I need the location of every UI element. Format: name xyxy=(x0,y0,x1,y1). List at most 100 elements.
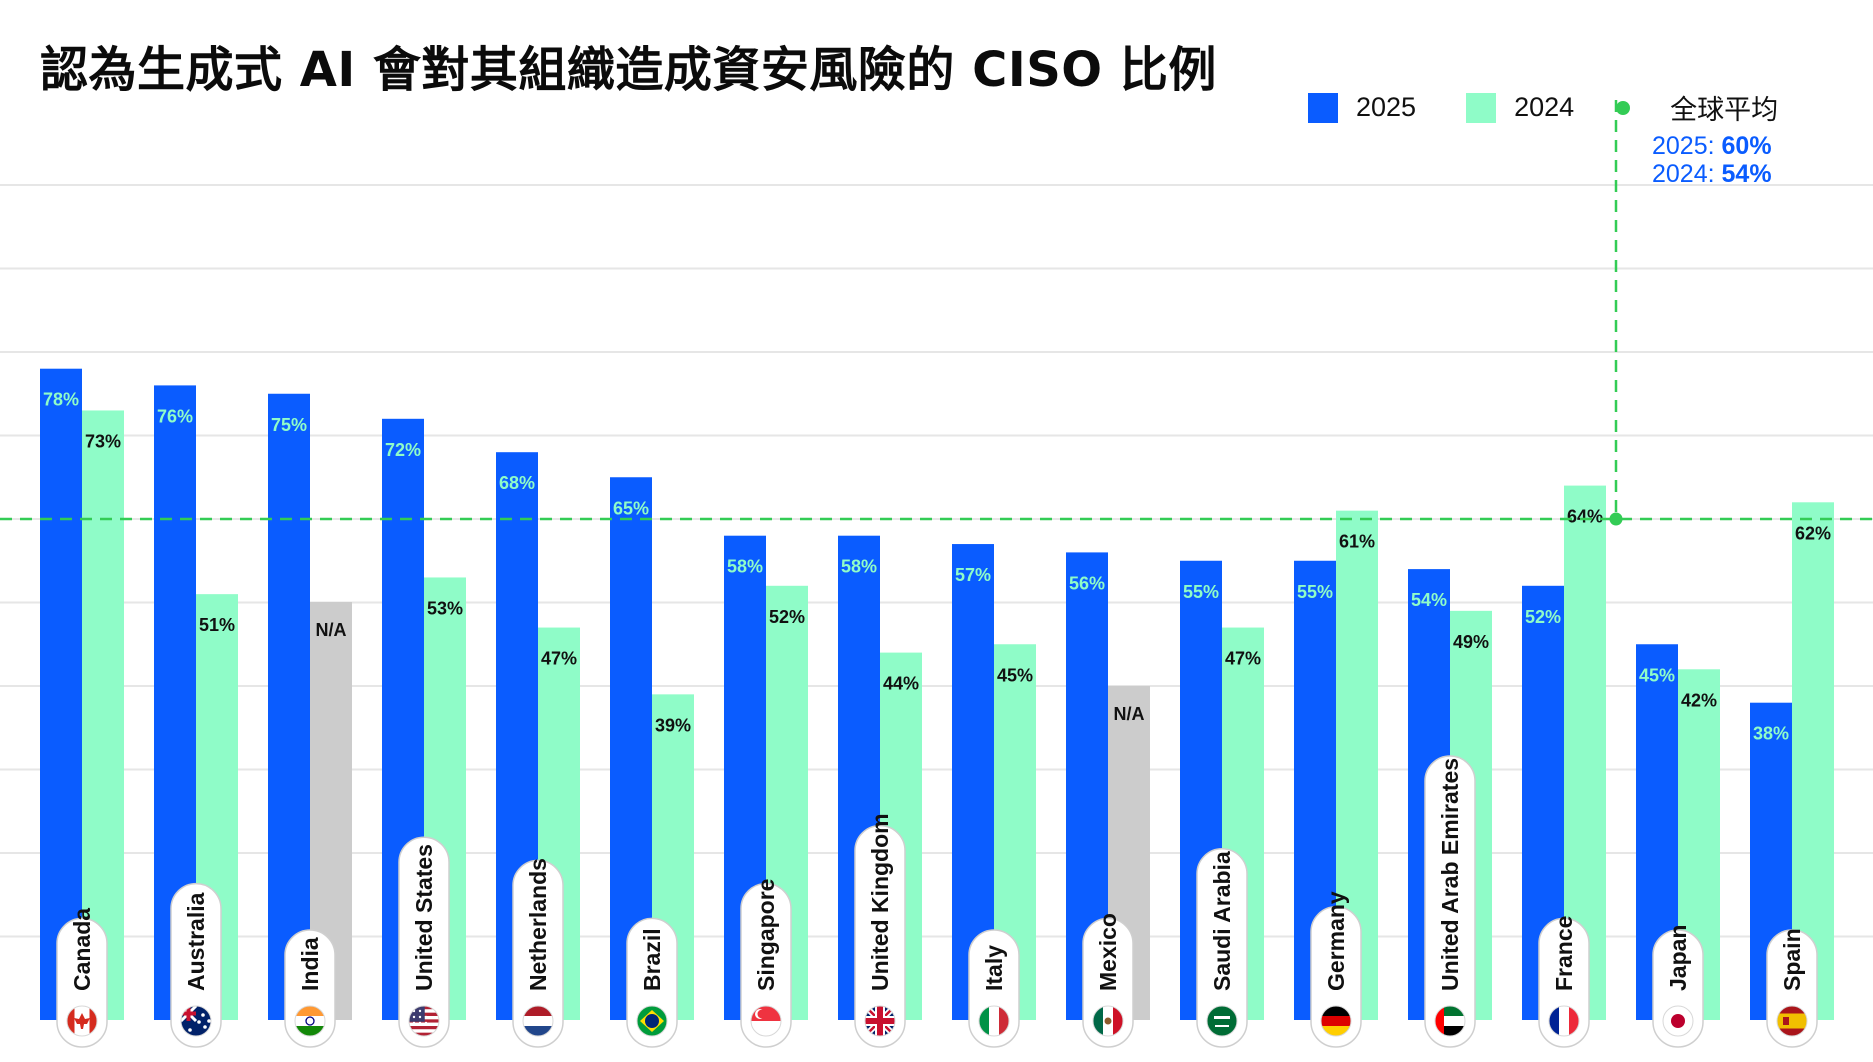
category-name: Canada xyxy=(69,908,95,991)
category-name: Japan xyxy=(1665,925,1691,991)
singapore-flag-icon xyxy=(751,1006,781,1036)
bar-2024 xyxy=(82,410,124,1020)
value-label-2025: 72% xyxy=(385,440,421,460)
category-label: Italy xyxy=(968,929,1020,1048)
category-label: France xyxy=(1538,916,1590,1048)
value-label-2025: 58% xyxy=(841,557,877,577)
na-label: N/A xyxy=(316,620,347,640)
value-label-2025: 38% xyxy=(1753,724,1789,744)
saudi-arabia-flag-icon xyxy=(1207,1006,1237,1036)
category-name: Italy xyxy=(981,945,1007,991)
category-label: United Arab Emirates xyxy=(1424,755,1476,1048)
category-label: Singapore xyxy=(740,879,792,1048)
category-name: France xyxy=(1551,916,1577,991)
average-note: 2025: 60% 2024: 54% xyxy=(1652,132,1772,188)
category-labels: Canada Australia India United States Netherl… xyxy=(56,755,1818,1048)
category-name: Australia xyxy=(183,892,209,991)
category-label: Brazil xyxy=(626,917,678,1048)
legend-label-2024: 2024 xyxy=(1514,92,1575,122)
average-marker xyxy=(0,100,1873,526)
italy-flag-icon xyxy=(979,1006,1009,1036)
canada-flag-icon xyxy=(67,1006,97,1036)
category-pill xyxy=(740,882,792,1048)
category-pill xyxy=(398,836,450,1048)
value-label-2025: 57% xyxy=(955,565,991,585)
value-label-2025: 45% xyxy=(1639,665,1675,685)
value-label-2024: 51% xyxy=(199,615,235,635)
category-label: United States xyxy=(398,836,450,1048)
value-label-2024: 64% xyxy=(1567,507,1603,527)
category-name: United States xyxy=(411,844,437,991)
category-name: Brazil xyxy=(639,928,665,991)
category-label: Canada xyxy=(56,908,108,1048)
value-label-2024: 47% xyxy=(541,649,577,669)
spain-flag-icon xyxy=(1777,1006,1807,1036)
value-label-2024: 52% xyxy=(769,607,805,627)
value-label-2025: 78% xyxy=(43,390,79,410)
value-label-2025: 76% xyxy=(157,406,193,426)
value-label-2024: 73% xyxy=(85,431,121,451)
category-name: Netherlands xyxy=(525,858,551,991)
legend-label-average: 全球平均 xyxy=(1670,95,1779,126)
category-pill xyxy=(512,859,564,1048)
value-label-2024: 62% xyxy=(1795,523,1831,543)
legend-swatch-2024 xyxy=(1466,92,1497,123)
brazil-flag-icon xyxy=(637,1006,667,1036)
category-name: Mexico xyxy=(1095,913,1121,991)
category-name: Germany xyxy=(1323,891,1349,991)
value-label-2024: 61% xyxy=(1339,532,1375,552)
bar-2025 xyxy=(268,393,310,1020)
category-label: Japan xyxy=(1652,925,1704,1048)
value-label-2024: 44% xyxy=(883,674,919,694)
legend: 2025 2024 全球平均 xyxy=(1308,88,1778,127)
average-note-2025: 2025: 60% xyxy=(1652,132,1772,160)
category-pill xyxy=(1196,848,1248,1048)
value-label-2024: 47% xyxy=(1225,649,1261,669)
germany-flag-icon xyxy=(1321,1006,1351,1036)
value-label-2025: 54% xyxy=(1411,590,1447,610)
category-name: Saudi Arabia xyxy=(1209,851,1235,991)
legend-average-dot xyxy=(1616,100,1631,115)
australia-flag-icon xyxy=(181,1006,211,1036)
category-label: Germany xyxy=(1310,891,1362,1048)
category-name: India xyxy=(297,937,323,991)
average-note-2024: 2024: 54% xyxy=(1652,160,1772,188)
category-pill xyxy=(170,882,222,1048)
category-pill xyxy=(1424,755,1476,1048)
legend-swatch-2025 xyxy=(1308,92,1338,123)
value-label-2025: 55% xyxy=(1183,582,1219,602)
mexico-flag-icon xyxy=(1093,1006,1123,1036)
category-name: United Kingdom xyxy=(867,813,893,991)
value-label-2025: 58% xyxy=(727,557,763,577)
legend-label-2025: 2025 xyxy=(1356,92,1417,122)
category-label: Spain xyxy=(1766,928,1818,1048)
value-label-2025: 52% xyxy=(1525,607,1561,627)
value-label-2025: 55% xyxy=(1297,582,1333,602)
uae-flag-icon xyxy=(1435,1006,1465,1036)
value-label-2024: 39% xyxy=(655,715,691,735)
category-label: Netherlands xyxy=(512,858,564,1048)
netherlands-flag-icon xyxy=(523,1006,553,1036)
france-flag-icon xyxy=(1549,1006,1579,1036)
category-label: Saudi Arabia xyxy=(1196,848,1248,1048)
category-name: United Arab Emirates xyxy=(1437,758,1463,991)
value-label-2025: 75% xyxy=(271,415,307,435)
average-dot xyxy=(1609,512,1623,526)
category-label: Australia xyxy=(170,882,222,1048)
japan-flag-icon xyxy=(1663,1006,1693,1036)
united-kingdom-flag-icon xyxy=(865,1006,895,1036)
value-label-2024: 53% xyxy=(427,598,463,618)
category-label: Mexico xyxy=(1082,913,1134,1048)
bar-2025 xyxy=(40,368,82,1020)
value-label-2025: 68% xyxy=(499,473,535,493)
value-label-2024: 42% xyxy=(1681,690,1717,710)
category-name: Singapore xyxy=(753,879,779,991)
value-label-2024: 45% xyxy=(997,665,1033,685)
india-flag-icon xyxy=(295,1006,325,1036)
category-label: United Kingdom xyxy=(854,813,906,1048)
category-label: India xyxy=(284,929,336,1048)
category-name: Spain xyxy=(1779,928,1805,991)
na-label: N/A xyxy=(1114,704,1145,724)
united-states-flag-icon xyxy=(409,1006,439,1036)
